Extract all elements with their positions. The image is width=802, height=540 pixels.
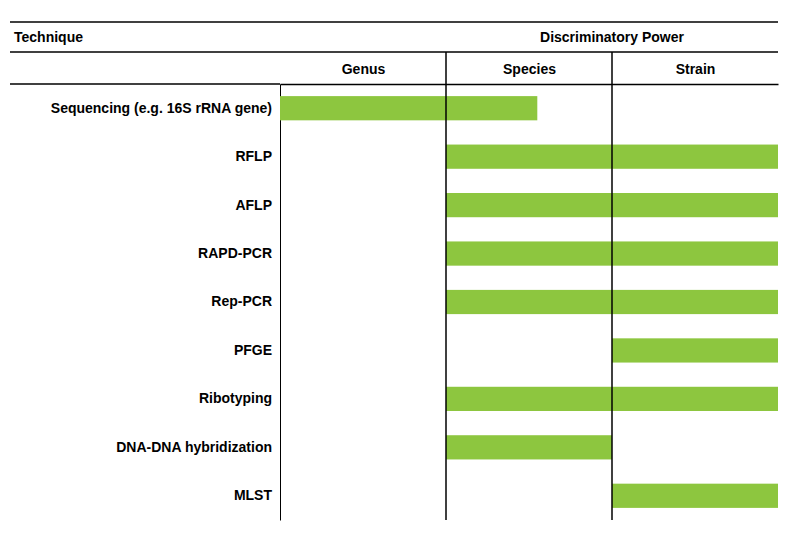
header-rule [10, 83, 280, 85]
x-tick: Species [503, 61, 556, 84]
title: Discriminatory Power [540, 29, 684, 45]
y-tick: MLST [234, 487, 280, 503]
y-axis-title: Technique [14, 29, 83, 45]
x-axis-line [281, 84, 779, 86]
bar [612, 338, 778, 362]
y-tick: DNA-DNA hybridization [116, 439, 280, 455]
x-tick: Genus [342, 61, 386, 84]
y-tick-label: Sequencing (e.g. 16S rRNA gene) [51, 100, 272, 116]
bar [280, 96, 537, 120]
header-divider [611, 52, 613, 84]
y-tick-label: Rep-PCR [211, 293, 272, 309]
header-rule [10, 21, 778, 23]
header-rule [10, 51, 778, 53]
y-axis: Sequencing (e.g. 16S rRNA gene) RFLP AFLP R… [51, 85, 281, 521]
bars [280, 84, 778, 520]
y-tick: RAPD-PCR [198, 245, 280, 261]
header-divider [445, 52, 447, 84]
divider [445, 84, 447, 520]
y-tick-label: AFLP [235, 197, 272, 213]
y-tick: AFLP [235, 197, 280, 213]
divider [611, 84, 613, 520]
y-tick-label: MLST [234, 487, 273, 503]
y-tick-label: DNA-DNA hybridization [116, 439, 272, 455]
y-tick: PFGE [234, 342, 280, 358]
x-tick-label: Strain [676, 61, 716, 77]
bar [612, 484, 778, 508]
bar [446, 435, 612, 459]
x-axis: Genus Species Strain [281, 61, 779, 85]
plot: Genus Species Strain Sequencing (e.g. 16S r… [51, 52, 779, 521]
y-tick: RFLP [235, 148, 280, 164]
x-tick-label: Genus [342, 61, 386, 77]
y-tick-label: RFLP [235, 148, 272, 164]
y-axis-line [280, 85, 281, 521]
x-tick-label: Species [503, 61, 556, 77]
y-tick: Sequencing (e.g. 16S rRNA gene) [51, 100, 280, 116]
y-tick-label: RAPD-PCR [198, 245, 272, 261]
y-tick: Rep-PCR [211, 293, 280, 309]
x-tick: Strain [676, 61, 716, 84]
y-tick-label: PFGE [234, 342, 272, 358]
chart: Genus Species Strain Sequencing (e.g. 16S r… [0, 0, 802, 540]
y-tick-label: Ribotyping [199, 390, 272, 406]
y-tick: Ribotyping [199, 390, 280, 406]
